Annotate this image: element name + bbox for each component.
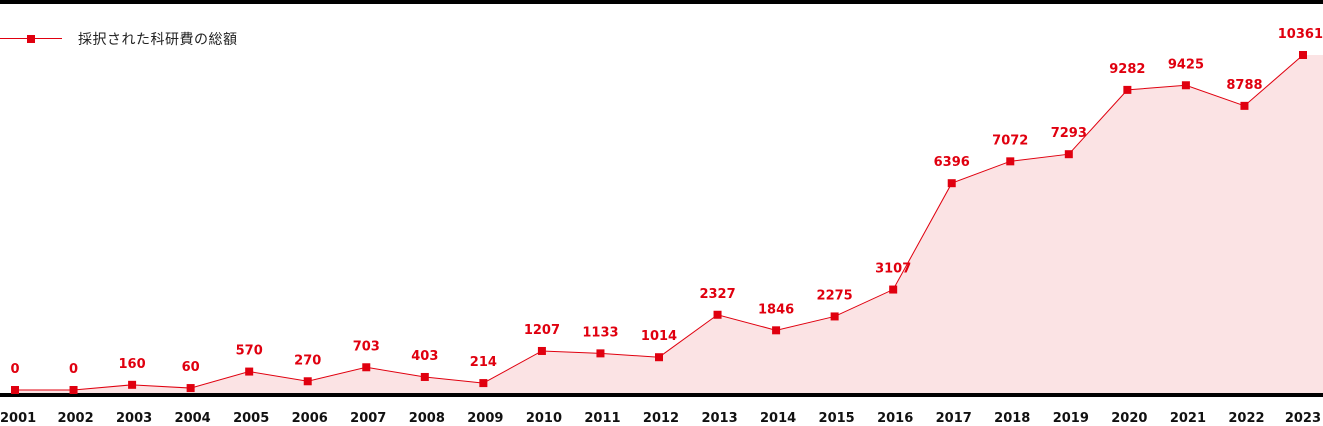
data-point-2018 [1006,157,1015,166]
data-label-2016: 3107 [875,262,911,277]
legend: 採択された科研費の総額 [0,28,238,50]
x-tick-label-2010: 2010 [526,411,562,426]
data-point-2002 [69,386,78,394]
x-tick-label-2022: 2022 [1228,411,1264,426]
legend-label: 採択された科研費の総額 [78,32,238,48]
data-label-2023: 10361 [1278,27,1323,42]
data-point-2022 [1240,101,1249,110]
data-label-2012: 1014 [641,329,677,344]
x-tick-label-2008: 2008 [409,411,445,426]
data-point-2019 [1064,150,1073,159]
legend-marker [0,28,62,50]
x-tick-label-2017: 2017 [936,411,972,426]
x-tick-label-2014: 2014 [760,411,796,426]
x-tick-label-2023: 2023 [1285,411,1321,426]
x-tick-label-2019: 2019 [1053,411,1089,426]
data-label-2010: 1207 [524,323,560,338]
data-point-2017 [947,179,956,188]
x-tick-label-2002: 2002 [57,411,93,426]
x-tick-label-2009: 2009 [467,411,503,426]
data-point-2012 [655,353,663,362]
x-tick-label-2007: 2007 [350,411,386,426]
data-label-2019: 7293 [1051,126,1087,141]
data-point-2010 [537,346,546,355]
x-tick-label-2020: 2020 [1111,411,1147,426]
data-point-2008 [420,372,429,381]
data-point-2011 [596,349,605,358]
top-border-rule [0,0,1323,4]
data-point-2009 [479,379,488,388]
data-label-2007: 703 [353,339,380,354]
x-tick-label-2021: 2021 [1170,411,1206,426]
x-tick-label-2012: 2012 [643,411,679,426]
data-label-2004: 60 [182,360,200,375]
x-tick-label-2015: 2015 [819,411,855,426]
data-point-2016 [889,285,898,294]
data-point-2021 [1181,81,1190,90]
data-point-2005 [245,367,254,376]
data-point-2006 [303,377,312,386]
data-label-2013: 2327 [699,287,735,302]
data-point-2001 [11,386,19,394]
data-label-2009: 214 [470,355,497,370]
data-label-2006: 270 [294,353,321,368]
x-tick-label-2004: 2004 [175,411,211,426]
data-point-2023 [1299,51,1307,59]
data-point-2014 [772,326,781,335]
data-label-2021: 9425 [1168,57,1204,72]
data-label-2008: 403 [411,349,438,364]
data-label-2014: 1846 [758,302,794,317]
data-label-2003: 160 [119,357,146,372]
data-point-2020 [1123,85,1132,94]
data-point-2003 [128,380,137,389]
data-point-2015 [830,312,839,321]
x-tick-label-2013: 2013 [701,411,737,426]
data-label-2020: 9282 [1109,62,1145,77]
data-label-2002: 0 [69,362,78,377]
data-label-2001: 0 [10,362,19,377]
data-label-2011: 1133 [582,325,618,340]
x-tick-label-2011: 2011 [584,411,620,426]
data-point-2004 [186,384,195,393]
data-label-2017: 6396 [934,155,970,170]
data-label-2005: 570 [236,344,263,359]
data-point-2013 [713,310,722,319]
data-label-2022: 8788 [1226,78,1262,93]
data-point-2007 [362,363,371,372]
data-label-2015: 2275 [817,288,853,303]
x-tick-label-2006: 2006 [292,411,328,426]
x-tick-label-2001: 2001 [0,411,36,426]
x-tick-label-2003: 2003 [116,411,152,426]
data-label-2018: 7072 [992,133,1028,148]
x-tick-label-2016: 2016 [877,411,913,426]
area-fill [15,55,1323,395]
x-tick-label-2018: 2018 [994,411,1030,426]
x-tick-label-2005: 2005 [233,411,269,426]
